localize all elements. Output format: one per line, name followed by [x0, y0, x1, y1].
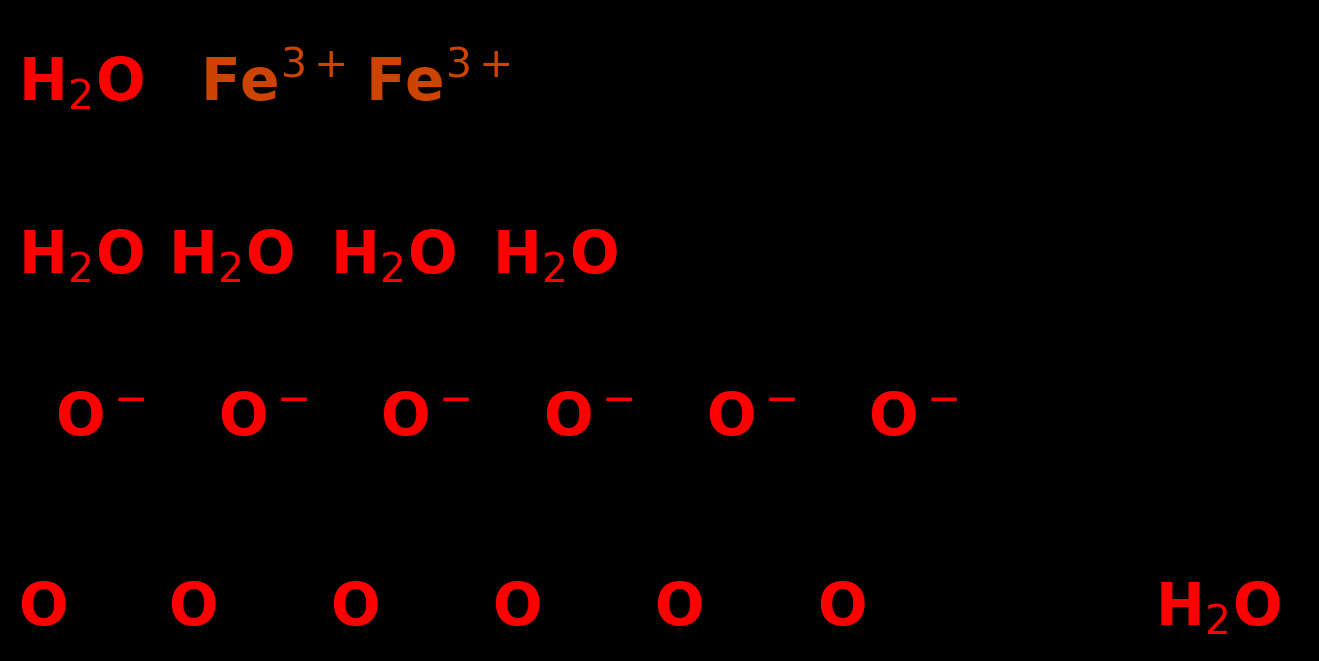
- Text: O$^-$: O$^-$: [868, 390, 958, 447]
- Text: O: O: [168, 580, 218, 637]
- Text: H$_2$O: H$_2$O: [18, 55, 144, 112]
- Text: O$^-$: O$^-$: [543, 390, 633, 447]
- Text: O$^-$: O$^-$: [380, 390, 470, 447]
- Text: O: O: [654, 580, 703, 637]
- Text: H$_2$O: H$_2$O: [1155, 580, 1281, 638]
- Text: O$^-$: O$^-$: [55, 390, 145, 447]
- Text: H$_2$O: H$_2$O: [330, 228, 455, 286]
- Text: O: O: [18, 580, 67, 637]
- Text: Fe$^{3+}$: Fe$^{3+}$: [365, 55, 510, 113]
- Text: O: O: [816, 580, 867, 637]
- Text: O$^-$: O$^-$: [218, 390, 309, 447]
- Text: H$_2$O: H$_2$O: [492, 228, 617, 286]
- Text: H$_2$O: H$_2$O: [168, 228, 294, 286]
- Text: Fe$^{3+}$: Fe$^{3+}$: [200, 55, 346, 113]
- Text: H$_2$O: H$_2$O: [18, 228, 144, 286]
- Text: O: O: [330, 580, 380, 637]
- Text: O: O: [492, 580, 542, 637]
- Text: O$^-$: O$^-$: [706, 390, 797, 447]
